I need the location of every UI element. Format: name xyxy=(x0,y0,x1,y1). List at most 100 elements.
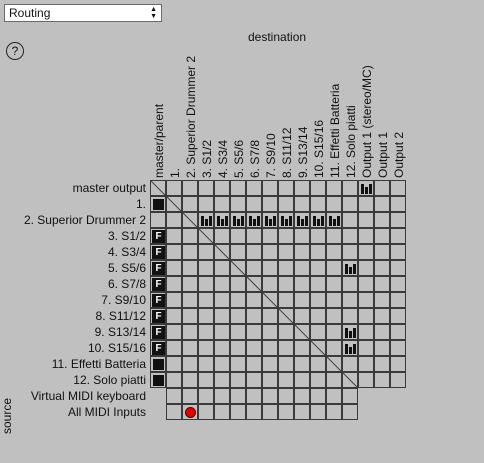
matrix-cell-11-effetti-batteria-8[interactable] xyxy=(278,356,294,372)
matrix-cell-3-s1-2-14[interactable] xyxy=(374,228,390,244)
matrix-cell-12-solo-piatti-15[interactable] xyxy=(390,372,406,388)
matrix-cell-4-s3-4-11[interactable] xyxy=(326,244,342,260)
matrix-cell-5-s5-6-8[interactable] xyxy=(278,260,294,276)
matrix-cell-2-superior-drummer-2-11[interactable] xyxy=(326,212,342,228)
matrix-cell-master-output-6[interactable] xyxy=(246,180,262,196)
matrix-cell-5-s5-6-9[interactable] xyxy=(294,260,310,276)
matrix-cell-master-output-14[interactable] xyxy=(374,180,390,196)
matrix-cell-3-s1-2-8[interactable] xyxy=(278,228,294,244)
matrix-cell-7-s9-10-1[interactable] xyxy=(166,292,182,308)
matrix-cell-master-output-3[interactable] xyxy=(198,180,214,196)
matrix-cell-all-midi-inputs-10[interactable] xyxy=(310,404,326,420)
matrix-cell-8-s11-12-0[interactable]: F xyxy=(150,308,166,324)
matrix-cell-4-s3-4-15[interactable] xyxy=(390,244,406,260)
matrix-cell-virtual-midi-keyboard-7[interactable] xyxy=(262,388,278,404)
matrix-cell-virtual-midi-keyboard-6[interactable] xyxy=(246,388,262,404)
matrix-cell-9-s13-14-0[interactable]: F xyxy=(150,324,166,340)
matrix-cell-2-superior-drummer-2-12[interactable] xyxy=(342,212,358,228)
matrix-cell-2-superior-drummer-2-4[interactable] xyxy=(214,212,230,228)
matrix-cell-8-s11-12-4[interactable] xyxy=(214,308,230,324)
matrix-cell-all-midi-inputs-4[interactable] xyxy=(214,404,230,420)
matrix-cell-4-s3-4-12[interactable] xyxy=(342,244,358,260)
matrix-cell-1-4[interactable] xyxy=(214,196,230,212)
matrix-cell-10-s15-16-1[interactable] xyxy=(166,340,182,356)
matrix-cell-4-s3-4-1[interactable] xyxy=(166,244,182,260)
matrix-cell-7-s9-10-12[interactable] xyxy=(342,292,358,308)
matrix-cell-2-superior-drummer-2-8[interactable] xyxy=(278,212,294,228)
matrix-cell-6-s7-8-5[interactable] xyxy=(230,276,246,292)
matrix-cell-all-midi-inputs-2[interactable] xyxy=(182,404,198,420)
matrix-cell-4-s3-4-9[interactable] xyxy=(294,244,310,260)
matrix-cell-6-s7-8-9[interactable] xyxy=(294,276,310,292)
matrix-cell-12-solo-piatti-14[interactable] xyxy=(374,372,390,388)
matrix-cell-11-effetti-batteria-2[interactable] xyxy=(182,356,198,372)
matrix-cell-2-superior-drummer-2-13[interactable] xyxy=(358,212,374,228)
matrix-cell-virtual-midi-keyboard-3[interactable] xyxy=(198,388,214,404)
matrix-cell-11-effetti-batteria-6[interactable] xyxy=(246,356,262,372)
matrix-cell-12-solo-piatti-7[interactable] xyxy=(262,372,278,388)
matrix-cell-11-effetti-batteria-15[interactable] xyxy=(390,356,406,372)
matrix-cell-5-s5-6-12[interactable] xyxy=(342,260,358,276)
matrix-cell-1-15[interactable] xyxy=(390,196,406,212)
matrix-cell-5-s5-6-13[interactable] xyxy=(358,260,374,276)
matrix-cell-4-s3-4-13[interactable] xyxy=(358,244,374,260)
matrix-cell-virtual-midi-keyboard-9[interactable] xyxy=(294,388,310,404)
view-dropdown[interactable]: Routing ▲ ▼ xyxy=(4,4,162,22)
matrix-cell-all-midi-inputs-9[interactable] xyxy=(294,404,310,420)
matrix-cell-8-s11-12-10[interactable] xyxy=(310,308,326,324)
matrix-cell-11-effetti-batteria-13[interactable] xyxy=(358,356,374,372)
matrix-cell-all-midi-inputs-1[interactable] xyxy=(166,404,182,420)
matrix-cell-10-s15-16-9[interactable] xyxy=(294,340,310,356)
matrix-cell-1-7[interactable] xyxy=(262,196,278,212)
matrix-cell-1-8[interactable] xyxy=(278,196,294,212)
matrix-cell-virtual-midi-keyboard-10[interactable] xyxy=(310,388,326,404)
matrix-cell-10-s15-16-6[interactable] xyxy=(246,340,262,356)
matrix-cell-7-s9-10-3[interactable] xyxy=(198,292,214,308)
matrix-cell-1-0[interactable] xyxy=(150,196,166,212)
matrix-cell-3-s1-2-11[interactable] xyxy=(326,228,342,244)
matrix-cell-3-s1-2-12[interactable] xyxy=(342,228,358,244)
matrix-cell-8-s11-12-7[interactable] xyxy=(262,308,278,324)
matrix-cell-6-s7-8-14[interactable] xyxy=(374,276,390,292)
matrix-cell-2-superior-drummer-2-0[interactable] xyxy=(150,212,166,228)
matrix-cell-7-s9-10-0[interactable]: F xyxy=(150,292,166,308)
matrix-cell-2-superior-drummer-2-14[interactable] xyxy=(374,212,390,228)
matrix-cell-6-s7-8-4[interactable] xyxy=(214,276,230,292)
matrix-cell-1-11[interactable] xyxy=(326,196,342,212)
matrix-cell-3-s1-2-10[interactable] xyxy=(310,228,326,244)
matrix-cell-6-s7-8-0[interactable]: F xyxy=(150,276,166,292)
matrix-cell-8-s11-12-11[interactable] xyxy=(326,308,342,324)
matrix-cell-4-s3-4-8[interactable] xyxy=(278,244,294,260)
matrix-cell-virtual-midi-keyboard-2[interactable] xyxy=(182,388,198,404)
matrix-cell-master-output-12[interactable] xyxy=(342,180,358,196)
matrix-cell-6-s7-8-12[interactable] xyxy=(342,276,358,292)
matrix-cell-6-s7-8-1[interactable] xyxy=(166,276,182,292)
matrix-cell-7-s9-10-8[interactable] xyxy=(278,292,294,308)
matrix-cell-3-s1-2-2[interactable] xyxy=(182,228,198,244)
matrix-cell-1-6[interactable] xyxy=(246,196,262,212)
matrix-cell-11-effetti-batteria-7[interactable] xyxy=(262,356,278,372)
matrix-cell-virtual-midi-keyboard-8[interactable] xyxy=(278,388,294,404)
matrix-cell-9-s13-14-4[interactable] xyxy=(214,324,230,340)
matrix-cell-master-output-8[interactable] xyxy=(278,180,294,196)
matrix-cell-master-output-10[interactable] xyxy=(310,180,326,196)
matrix-cell-9-s13-14-5[interactable] xyxy=(230,324,246,340)
help-icon[interactable]: ? xyxy=(6,42,24,60)
matrix-cell-11-effetti-batteria-14[interactable] xyxy=(374,356,390,372)
matrix-cell-all-midi-inputs-3[interactable] xyxy=(198,404,214,420)
matrix-cell-12-solo-piatti-9[interactable] xyxy=(294,372,310,388)
matrix-cell-2-superior-drummer-2-1[interactable] xyxy=(166,212,182,228)
matrix-cell-6-s7-8-11[interactable] xyxy=(326,276,342,292)
matrix-cell-5-s5-6-4[interactable] xyxy=(214,260,230,276)
matrix-cell-virtual-midi-keyboard-12[interactable] xyxy=(342,388,358,404)
matrix-cell-4-s3-4-7[interactable] xyxy=(262,244,278,260)
matrix-cell-11-effetti-batteria-0[interactable] xyxy=(150,356,166,372)
matrix-cell-7-s9-10-10[interactable] xyxy=(310,292,326,308)
matrix-cell-3-s1-2-9[interactable] xyxy=(294,228,310,244)
matrix-cell-10-s15-16-14[interactable] xyxy=(374,340,390,356)
matrix-cell-4-s3-4-6[interactable] xyxy=(246,244,262,260)
matrix-cell-12-solo-piatti-0[interactable] xyxy=(150,372,166,388)
matrix-cell-8-s11-12-6[interactable] xyxy=(246,308,262,324)
matrix-cell-11-effetti-batteria-1[interactable] xyxy=(166,356,182,372)
matrix-cell-virtual-midi-keyboard-5[interactable] xyxy=(230,388,246,404)
